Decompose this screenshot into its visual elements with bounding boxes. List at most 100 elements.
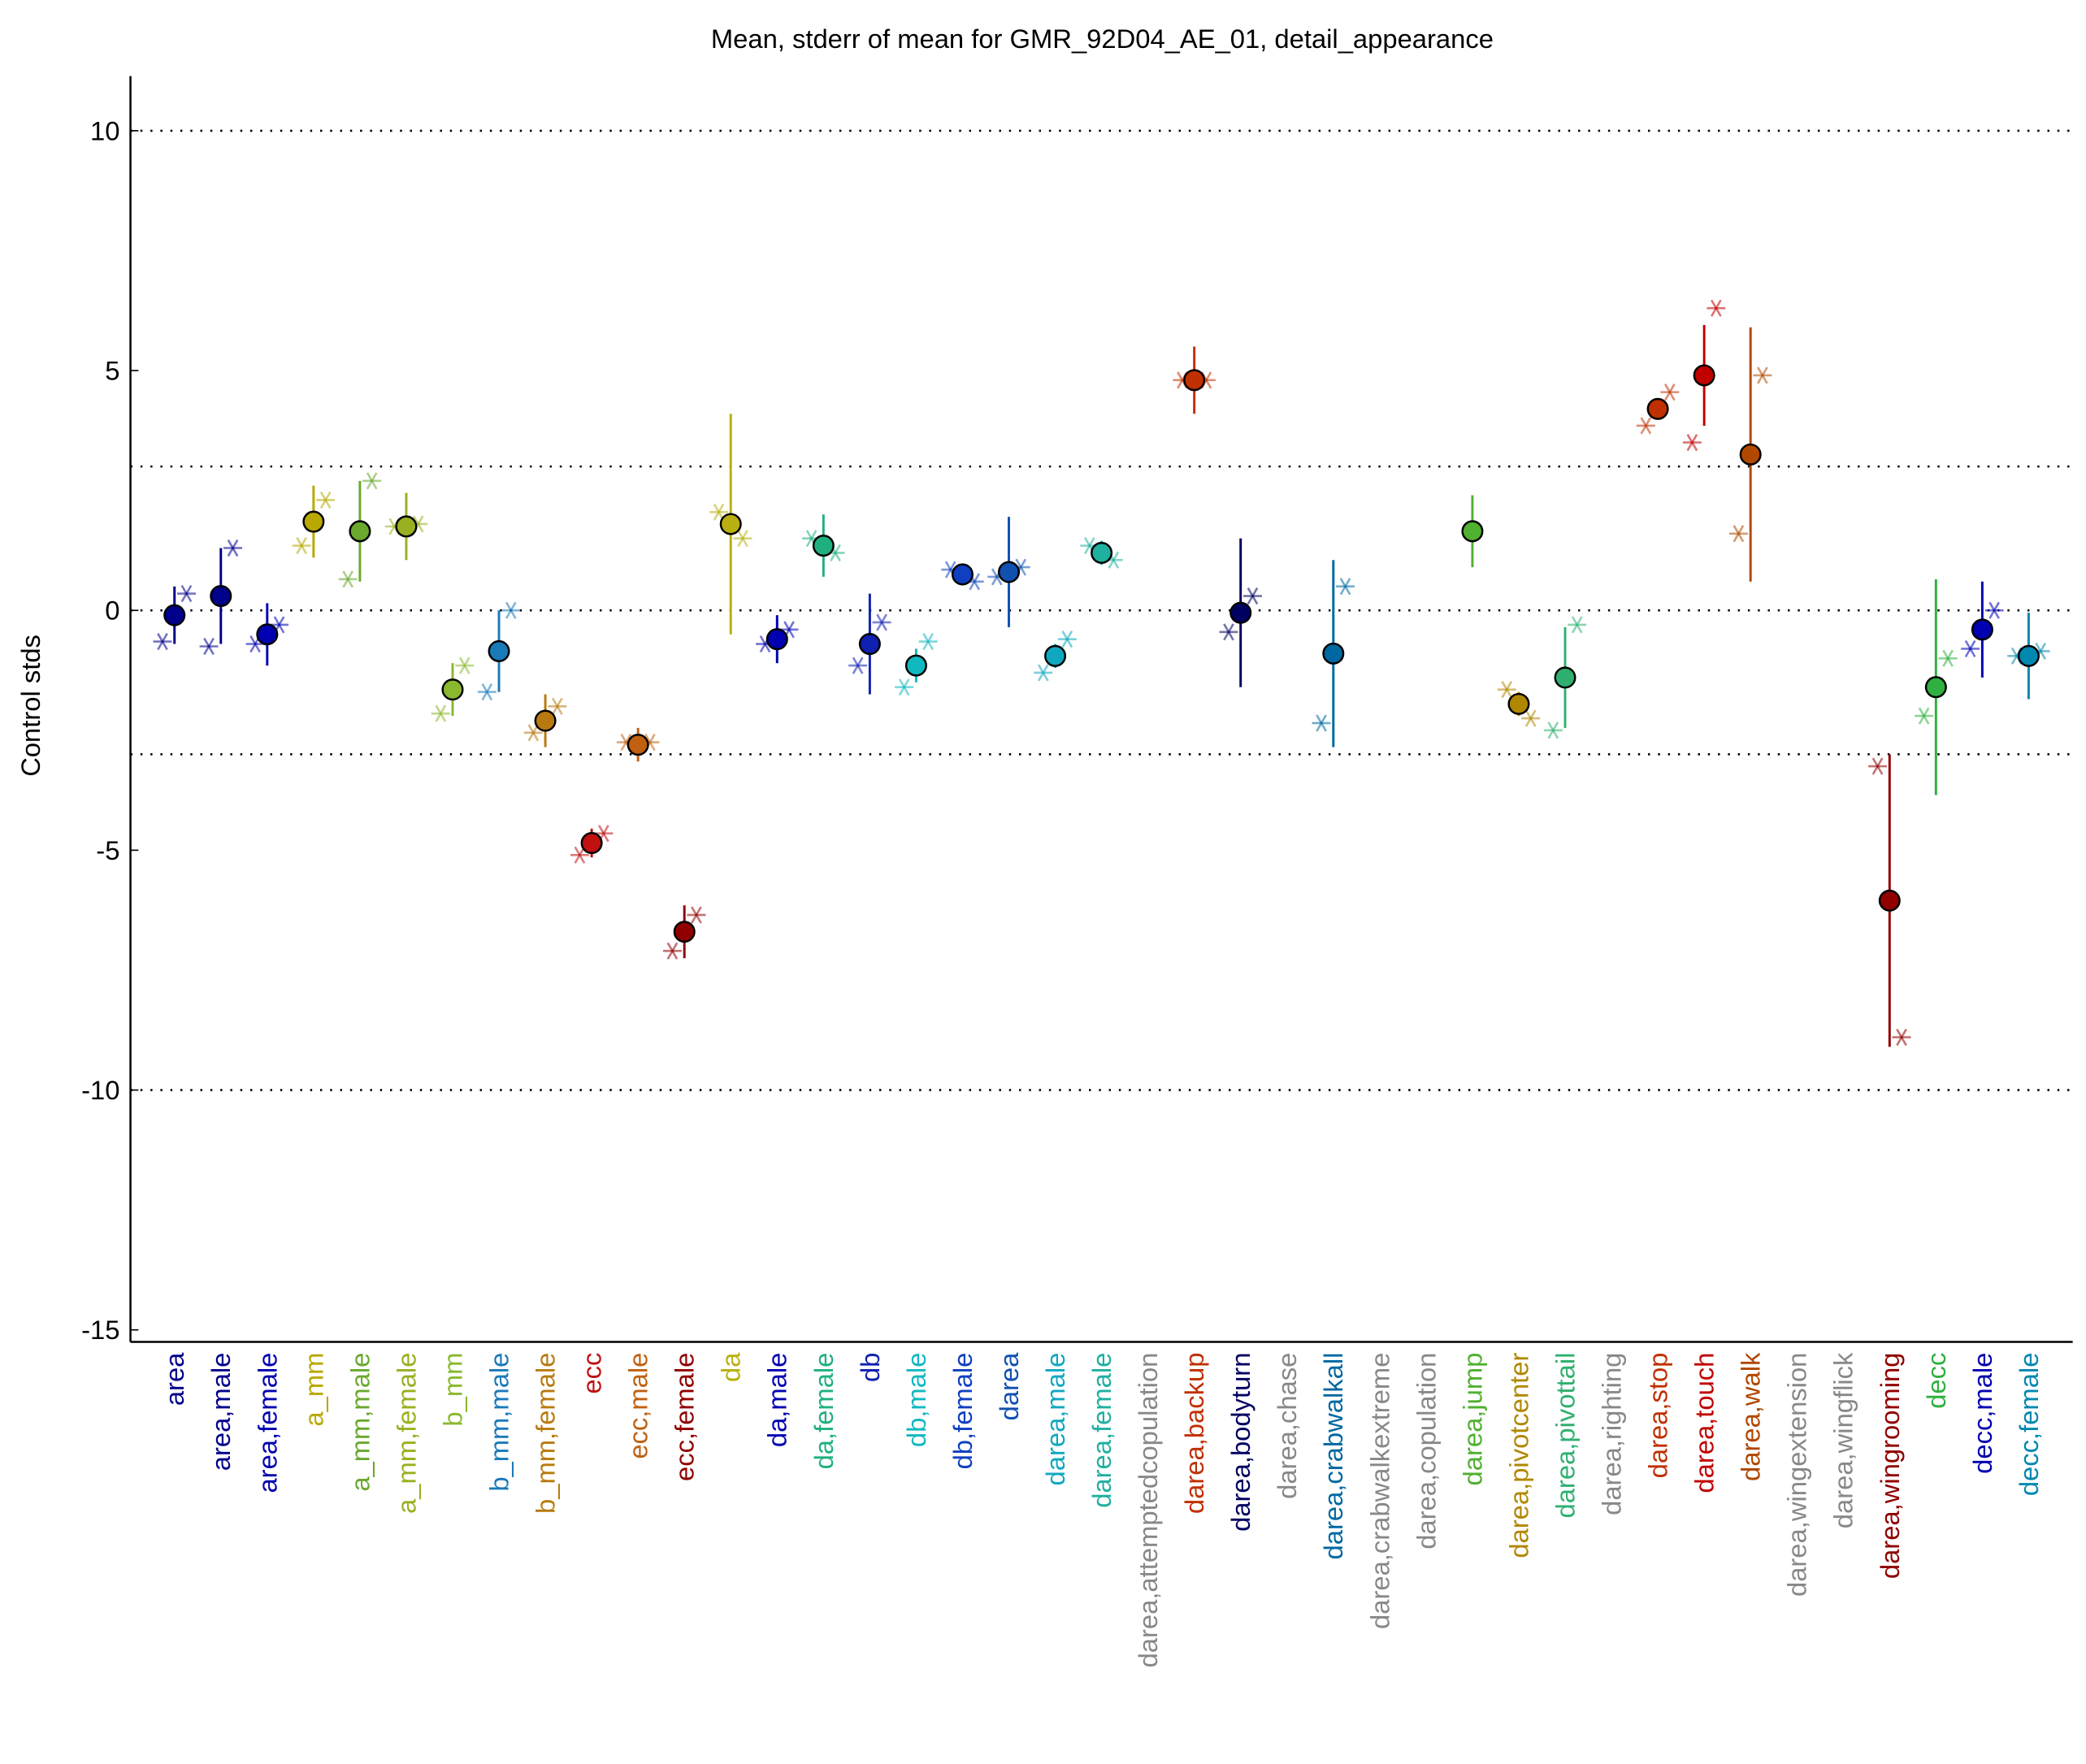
x-tick-label: darea,copulation xyxy=(1411,1353,1441,1549)
asterisk-stroke xyxy=(713,503,725,521)
mean-marker xyxy=(1183,369,1206,392)
asterisk-stroke xyxy=(898,678,910,696)
asterisk-stroke xyxy=(458,657,471,674)
asterisk xyxy=(477,683,497,701)
mean-marker xyxy=(997,561,1021,583)
asterisk xyxy=(687,906,706,924)
asterisk-stroke xyxy=(157,633,168,651)
x-tick-label: darea,bodyturn xyxy=(1225,1353,1256,1532)
x-tick-label: darea,walk xyxy=(1736,1352,1766,1481)
asterisk-stroke xyxy=(969,573,981,591)
mean-marker xyxy=(1739,443,1762,466)
x-tick-label: ecc,male xyxy=(623,1353,653,1459)
asterisk-stroke xyxy=(852,657,864,674)
mean-marker xyxy=(673,921,696,943)
y-tick-label: -10 xyxy=(81,1075,119,1105)
asterisk-stroke xyxy=(1108,551,1120,569)
asterisk-stroke xyxy=(203,637,215,656)
x-tick-label: darea,male xyxy=(1040,1353,1070,1486)
asterisk-stroke xyxy=(481,683,493,701)
asterisk-stroke xyxy=(1757,366,1768,384)
asterisk xyxy=(362,472,382,490)
asterisk xyxy=(1568,616,1587,634)
mean-marker xyxy=(395,515,418,538)
x-tick-label: darea,righting xyxy=(1597,1353,1627,1515)
x-tick-label: darea,wingextension xyxy=(1782,1353,1812,1597)
mean-marker xyxy=(765,628,788,651)
asterisk xyxy=(501,601,521,619)
x-tick-label: darea,touch xyxy=(1689,1353,1720,1493)
x-tick-label: da,female xyxy=(809,1353,839,1470)
x-tick-label: db xyxy=(855,1353,885,1382)
asterisk-stroke xyxy=(1896,1029,1907,1047)
x-tick-label: darea,chase xyxy=(1272,1353,1302,1499)
asterisk xyxy=(1497,681,1516,699)
mean-marker xyxy=(1322,642,1345,665)
asterisk-stroke xyxy=(505,601,517,619)
asterisk-stroke xyxy=(1871,757,1884,775)
asterisk-stroke xyxy=(830,544,841,561)
asterisk-stroke xyxy=(1061,631,1073,648)
asterisk-stroke xyxy=(435,704,447,722)
x-tick-label: area xyxy=(159,1352,189,1406)
asterisk-stroke xyxy=(1988,601,2000,619)
mean-marker xyxy=(904,654,927,677)
x-tick-label: darea,attemptedcopulation xyxy=(1133,1353,1163,1668)
asterisk-stroke xyxy=(1083,536,1095,555)
asterisk xyxy=(570,846,589,864)
asterisk xyxy=(1521,709,1541,727)
y-tick-label: -15 xyxy=(81,1315,119,1345)
asterisk-stroke xyxy=(620,733,632,752)
x-tick-label: darea,crabwalkextreme xyxy=(1364,1353,1394,1629)
mean-marker xyxy=(951,563,974,586)
y-tick-label: -5 xyxy=(96,835,119,865)
x-tick-label: db,female xyxy=(948,1353,978,1470)
mean-marker xyxy=(1091,541,1113,564)
asterisk-stroke xyxy=(342,570,354,588)
asterisk-stroke xyxy=(1524,709,1537,727)
x-tick-label: ecc,female xyxy=(670,1353,700,1481)
asterisk xyxy=(1336,578,1355,596)
asterisk-stroke xyxy=(1037,664,1049,682)
mean-marker xyxy=(858,633,881,656)
asterisk xyxy=(1868,757,1888,775)
asterisk-stroke xyxy=(1547,722,1559,739)
asterisk xyxy=(153,633,172,651)
y-axis-label: Control stds xyxy=(15,635,46,777)
x-tick-label: da,male xyxy=(762,1353,792,1448)
x-tick-label: decc,male xyxy=(1967,1353,1997,1474)
asterisk-stroke xyxy=(1686,434,1698,452)
chart-title: Mean, stderr of mean for GMR_92D04_AE_01… xyxy=(711,24,1494,54)
asterisk-stroke xyxy=(1571,616,1583,634)
mean-marker xyxy=(1924,676,1947,699)
x-tick-label: a_mm xyxy=(298,1353,328,1427)
x-tick-label: decc xyxy=(1921,1353,1951,1409)
x-tick-label: darea,pivottail xyxy=(1550,1353,1580,1519)
x-tick-label: darea,female xyxy=(1086,1353,1117,1508)
mean-marker xyxy=(1507,692,1530,715)
asterisk xyxy=(733,530,752,548)
mean-marker xyxy=(1878,889,1901,912)
asterisk-stroke xyxy=(1711,299,1722,317)
asterisk-stroke xyxy=(1942,649,1954,667)
asterisk-stroke xyxy=(691,906,702,924)
mean-marker xyxy=(534,709,557,732)
asterisk-stroke xyxy=(1316,714,1327,732)
asterisk-stroke xyxy=(1663,384,1676,401)
asterisk xyxy=(848,657,868,674)
x-tick-label: db,male xyxy=(901,1353,931,1448)
mean-marker xyxy=(1646,397,1669,420)
mean-marker xyxy=(1229,601,1252,624)
mean-marker xyxy=(812,535,835,557)
asterisk-stroke xyxy=(922,633,935,651)
asterisk xyxy=(872,613,891,631)
x-tick-label: area,male xyxy=(206,1353,236,1471)
asterisk xyxy=(1057,631,1077,648)
asterisk-stroke xyxy=(876,613,887,631)
mean-marker xyxy=(1971,618,1993,641)
asterisk xyxy=(709,503,728,521)
asterisk xyxy=(1707,299,1726,317)
asterisk-stroke xyxy=(227,539,239,557)
